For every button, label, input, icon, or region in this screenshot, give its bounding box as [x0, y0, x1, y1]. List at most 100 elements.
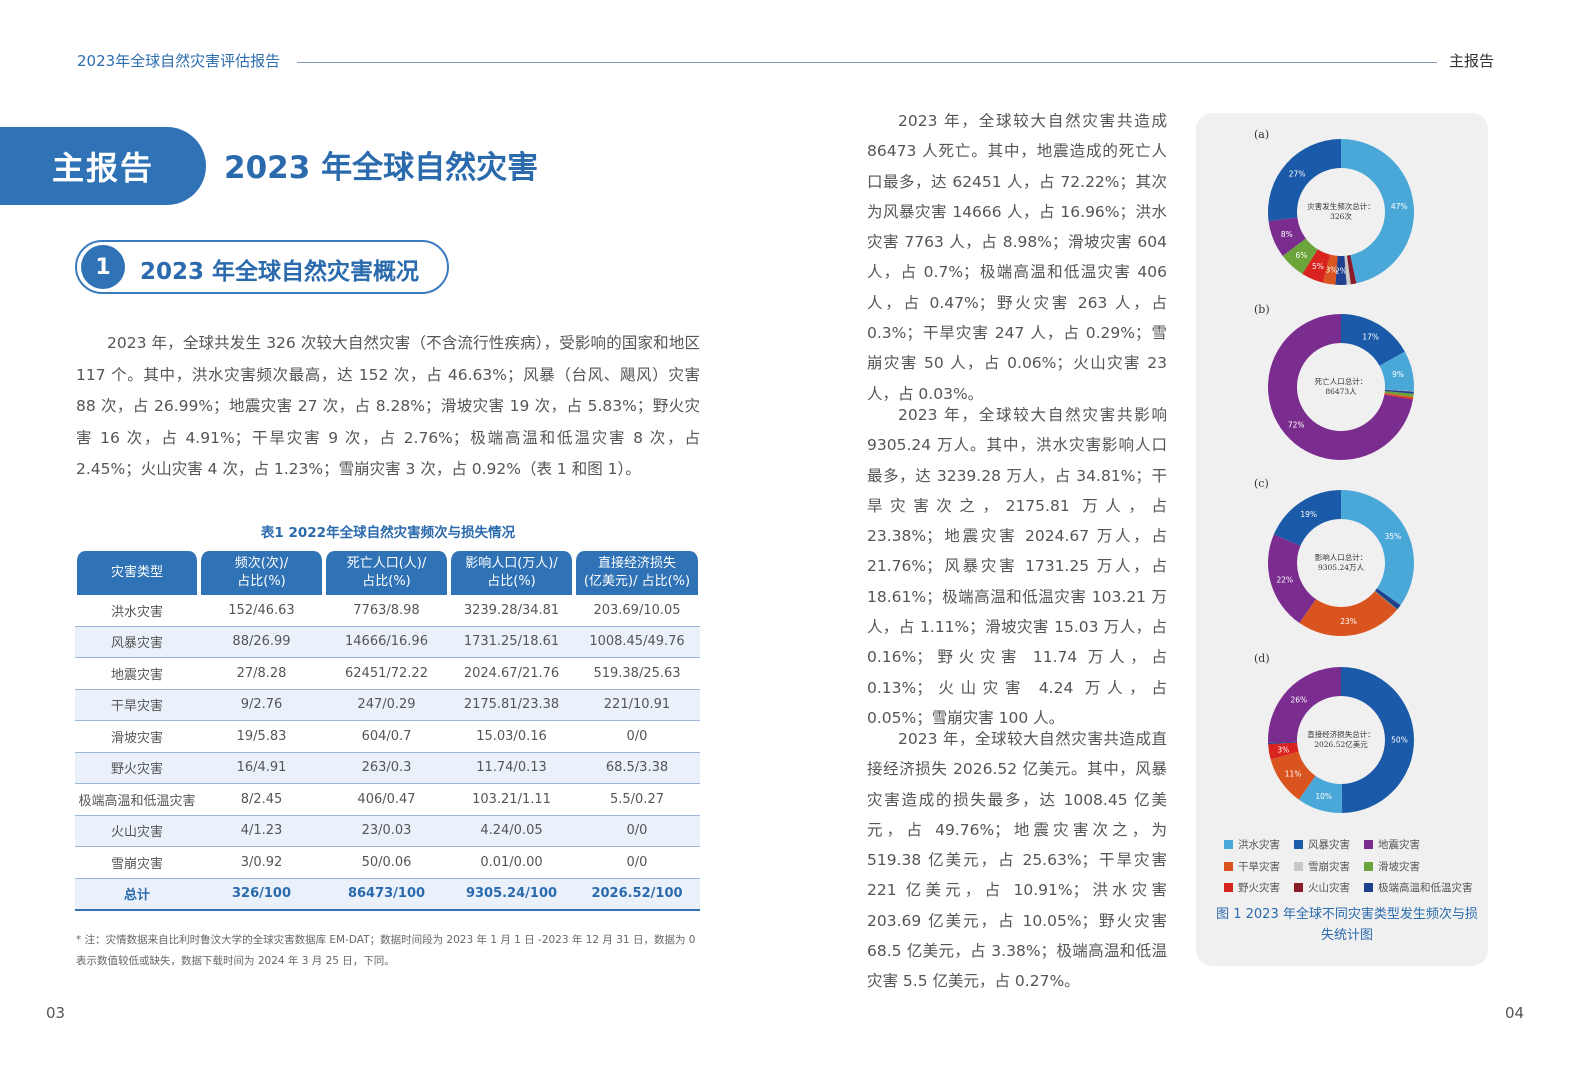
donut-slice — [1384, 389, 1414, 394]
legend-label: 洪水灾害 — [1238, 839, 1280, 852]
slice-data-label: 50% — [1391, 736, 1408, 745]
table-cell: 2024.67/21.76 — [449, 658, 574, 690]
legend-swatch — [1294, 840, 1303, 850]
donut-slice — [1374, 591, 1398, 611]
table-row: 滑坡灾害 19/5.83 604/0.7 15.03/0.16 0/0 — [75, 721, 700, 753]
table-cell: 4.24/0.05 — [449, 815, 574, 847]
legend-label: 地震灾害 — [1378, 839, 1420, 852]
table-cell: 1008.45/49.76 — [574, 626, 700, 658]
table-cell: 11.74/0.13 — [449, 752, 574, 784]
page-number-right: 04 — [1505, 1004, 1525, 1022]
slice-data-label: 35% — [1385, 532, 1402, 541]
table-row: 雪崩灾害 3/0.92 50/0.06 0.01/0.00 0/0 — [75, 847, 700, 879]
donut-slice — [1268, 314, 1413, 460]
donut-slice — [1302, 249, 1331, 283]
legend-swatch — [1224, 840, 1233, 850]
legend-item: 火山灾害 — [1294, 880, 1364, 895]
legend-swatch — [1364, 840, 1373, 850]
table-header-text: (亿美元)/ 占比(%) — [583, 574, 691, 589]
table-cell: 3239.28/34.81 — [449, 595, 574, 627]
legend-swatch — [1294, 883, 1303, 893]
table-header-cell: 频次(次)/ 占比(%) — [199, 551, 324, 595]
donut-slice — [1341, 667, 1415, 813]
legend-row: 野火灾害 火山灾害 极端高温和低温灾害 — [1224, 877, 1484, 899]
page-title: 2023 年全球自然灾害 — [224, 150, 539, 186]
table-cell: 263/0.3 — [324, 752, 449, 784]
table-cell: 203.69/10.05 — [574, 595, 700, 627]
donut-slice — [1384, 389, 1414, 392]
legend-swatch — [1364, 861, 1373, 871]
table-cell: 406/0.47 — [324, 784, 449, 816]
donut-slice — [1341, 490, 1414, 606]
page-number-left: 03 — [46, 1004, 66, 1022]
figure-caption: 图 1 2023 年全球不同灾害类型发生频次与损失统计图 — [1216, 907, 1478, 943]
slice-data-label: 17% — [1362, 333, 1379, 342]
donut-slice — [1268, 667, 1341, 743]
donut-slice — [1322, 254, 1338, 285]
chart-legend: 洪水灾害 风暴灾害 地震灾害 干旱灾害 雪崩灾害 滑坡灾害 野火灾害 火山灾害 极端高温和低温灾… — [1224, 834, 1484, 899]
table-row: 洪水灾害 152/46.63 7763/8.98 3239.28/34.81 203.6… — [75, 595, 700, 627]
legend-swatch — [1294, 861, 1303, 871]
table-cell: 3/0.92 — [199, 847, 324, 879]
table-header-text: 直接经济损失 — [597, 556, 676, 571]
slice-data-label: 26% — [1290, 695, 1307, 704]
donut-slice — [1335, 255, 1347, 285]
donut-center-label: 死亡人口总计： — [1315, 376, 1368, 386]
table-cell: 27/8.28 — [199, 658, 324, 690]
slice-data-label: 22% — [1276, 575, 1293, 584]
intro-paragraph: 2023 年，全球共发生 326 次较大自然灾害（不含流行性疾病），受影响的国家… — [76, 328, 700, 486]
legend-label: 野火灾害 — [1238, 882, 1280, 895]
table-cell: 7763/8.98 — [324, 595, 449, 627]
table-cell: 4/1.23 — [199, 815, 324, 847]
header-divider — [297, 62, 1437, 63]
section-number-badge: 1 — [81, 245, 125, 289]
figure-panel — [1196, 113, 1488, 966]
report-header-title: 2023年全球自然灾害评估报告 — [77, 52, 281, 70]
table-cell: 68.5/3.38 — [574, 752, 700, 784]
intro-text: 2023 年，全球共发生 326 次较大自然灾害（不含流行性疾病），受影响的国家… — [76, 334, 700, 478]
table-total-row: 总计 326/100 86473/100 9305.24/100 2026.52/100 — [75, 878, 700, 911]
table-total-cell: 86473/100 — [324, 878, 449, 911]
table-caption: 表1 2022年全球自然灾害频次与损失情况 — [260, 525, 516, 541]
table-header-cell: 死亡人口(人)/ 占比(%) — [324, 551, 449, 595]
donut-chart: 50% 10% 11% 3% 26% 直接经济损失总计：2026.52亿美元 — [1268, 667, 1415, 813]
legend-label: 雪崩灾害 — [1308, 860, 1350, 873]
table-row: 地震灾害 27/8.28 62451/72.22 2024.67/21.76 519.3… — [75, 658, 700, 690]
table-cell: 8/2.45 — [199, 784, 324, 816]
table-row: 风暴灾害 88/26.99 14666/16.96 1731.25/18.61 1008… — [75, 626, 700, 658]
affected-paragraph: 2023 年，全球较大自然灾害共影响 9305.24 万人。其中，洪水灾害影响人… — [867, 400, 1167, 733]
slice-data-label: 19% — [1300, 510, 1317, 519]
donut-slice — [1273, 490, 1341, 546]
table-total-cell: 总计 — [75, 878, 199, 911]
donut-slice — [1282, 238, 1318, 274]
slice-data-label: 3% — [1277, 745, 1289, 754]
donut-center-label: 86473人 — [1325, 387, 1357, 396]
table-row: 极端高温和低温灾害 8/2.45 406/0.47 103.21/1.11 5.5/0.… — [75, 784, 700, 816]
table-cell: 滑坡灾害 — [75, 721, 199, 753]
slice-data-label: 2% — [1335, 267, 1347, 276]
table-cell: 88/26.99 — [199, 626, 324, 658]
table-cell: 0/0 — [574, 815, 700, 847]
donut-slice — [1384, 389, 1414, 392]
legend-row: 干旱灾害 雪崩灾害 滑坡灾害 — [1224, 856, 1484, 878]
table-cell: 9/2.76 — [199, 689, 324, 721]
donut-center-label: 326次 — [1330, 211, 1352, 221]
donut-slice — [1384, 393, 1414, 400]
slice-data-label: 6% — [1295, 251, 1307, 260]
legend-swatch — [1224, 861, 1233, 871]
chart-panel-letter: (a) — [1254, 128, 1270, 141]
table-header-row: 灾害类型 频次(次)/ 占比(%) 死亡人口(人)/ 占比(%) 影响人口(万人)/ 占比(… — [75, 551, 700, 595]
main-report-banner: 主报告 — [0, 127, 206, 205]
table-row: 干旱灾害 9/2.76 247/0.29 2175.81/23.38 221/10.91 — [75, 689, 700, 721]
legend-row: 洪水灾害 风暴灾害 地震灾害 — [1224, 834, 1484, 856]
table-row: 野火灾害 16/4.91 263/0.3 11.74/0.13 68.5/3.38 — [75, 752, 700, 784]
donut-slice — [1374, 591, 1397, 611]
legend-item: 风暴灾害 — [1294, 837, 1364, 852]
table-cell: 15.03/0.16 — [449, 721, 574, 753]
table-row: 火山灾害 4/1.23 23/0.03 4.24/0.05 0/0 — [75, 815, 700, 847]
table-cell: 干旱灾害 — [75, 689, 199, 721]
table-total-cell: 2026.52/100 — [574, 878, 700, 911]
donut-center-label: 9305.24万人 — [1318, 563, 1365, 572]
donut-center-label: 直接经济损失总计： — [1307, 729, 1375, 739]
donut-center-label: 灾害发生频次总计： — [1307, 201, 1375, 211]
